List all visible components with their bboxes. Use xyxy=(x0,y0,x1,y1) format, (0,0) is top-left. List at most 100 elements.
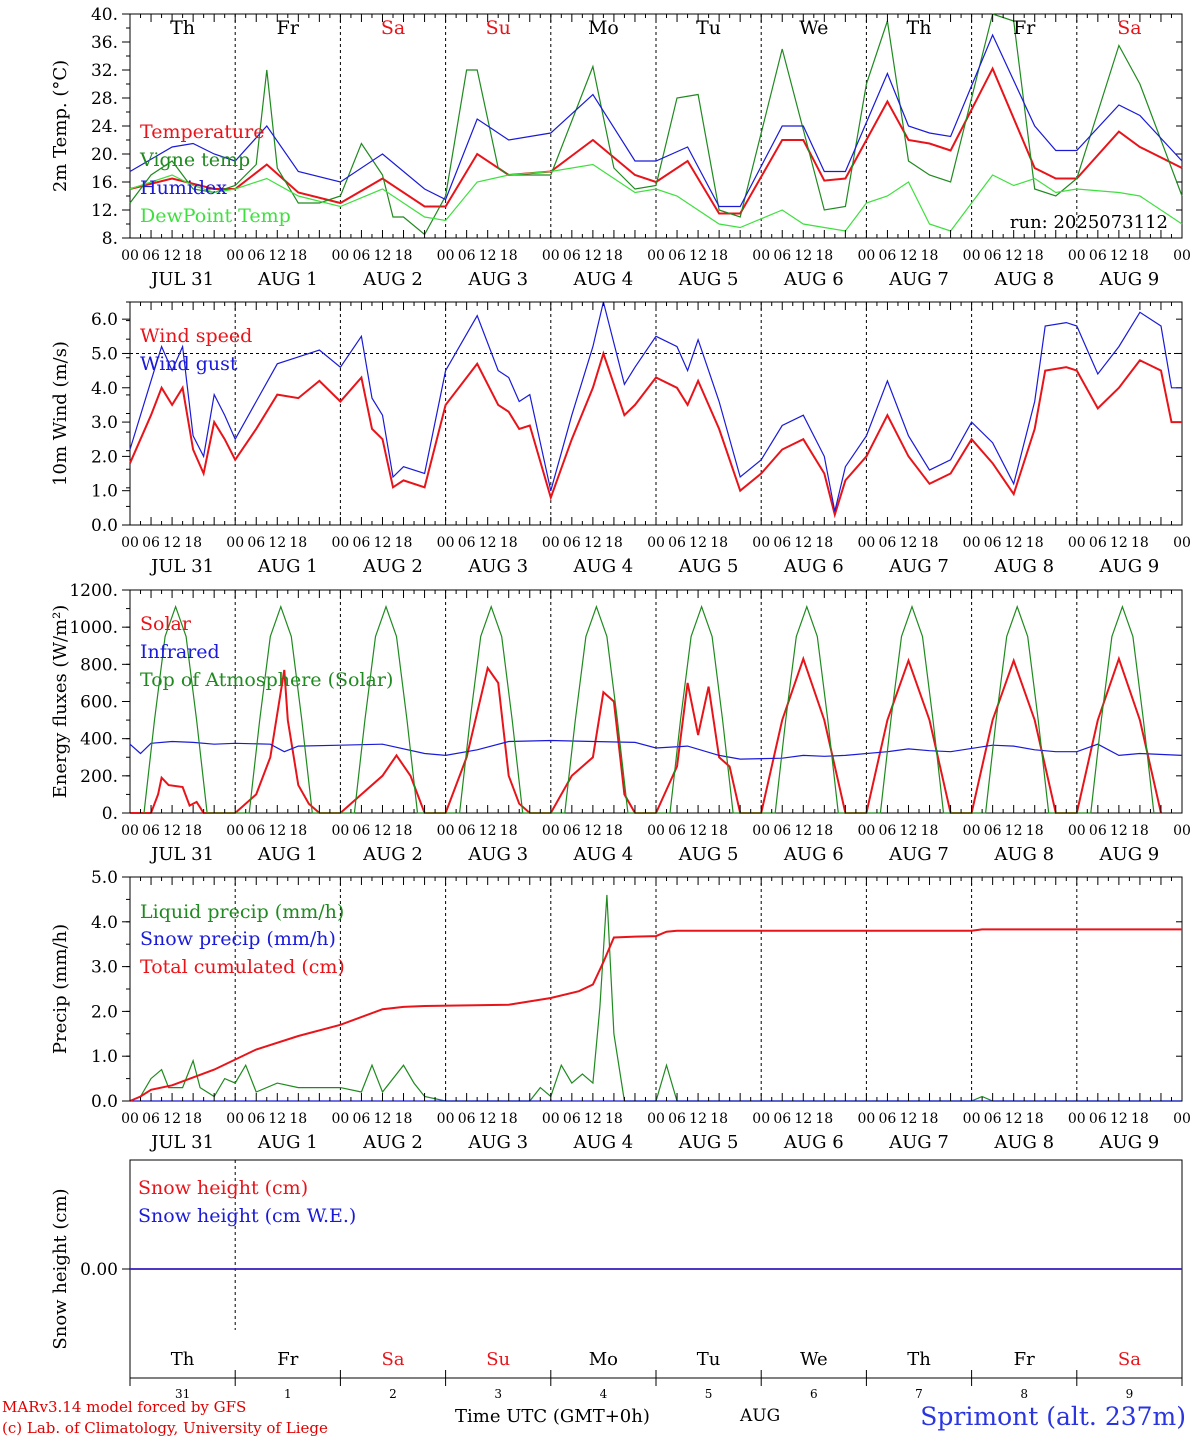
x-date-label: AUG 7 xyxy=(888,844,949,865)
x-hour-label: 06 xyxy=(563,823,581,839)
x-hour-label: 06 xyxy=(1089,248,1107,264)
x-hour-label: 18 xyxy=(921,1111,939,1127)
x-hour-label: 06 xyxy=(247,823,265,839)
x-hour-label: 18 xyxy=(1131,823,1149,839)
x-hour-label: 00 xyxy=(121,248,139,264)
x-hour-label: 00 xyxy=(752,248,770,264)
x-hour-label: 12 xyxy=(689,1111,707,1127)
y-axis-label: 10m Wind (m/s) xyxy=(50,341,71,486)
x-hour-label: 00 xyxy=(1068,535,1086,551)
x-date-label: AUG 4 xyxy=(573,844,634,865)
x-hour-label: 00 xyxy=(752,1111,770,1127)
x-date-label: AUG 2 xyxy=(362,1132,423,1153)
x-hour-label: 12 xyxy=(689,248,707,264)
x-hour-label: 06 xyxy=(142,1111,160,1127)
x-hour-label: 06 xyxy=(563,248,581,264)
x-hour-label: 18 xyxy=(605,248,623,264)
x-hour-label: 06 xyxy=(773,1111,791,1127)
x-hour-label: 06 xyxy=(879,823,897,839)
x-hour-label: 06 xyxy=(247,535,265,551)
day-number: 1 xyxy=(284,1387,292,1401)
run-label: run: 2025073112 xyxy=(1010,212,1168,233)
x-hour-label: 06 xyxy=(773,823,791,839)
x-hour-label: 18 xyxy=(1131,248,1149,264)
day-number: 7 xyxy=(915,1387,923,1401)
x-hour-label: 06 xyxy=(773,535,791,551)
x-hour-label: 18 xyxy=(921,823,939,839)
x-hour-label: 06 xyxy=(668,535,686,551)
day-number: 4 xyxy=(600,1387,608,1401)
panel-frame xyxy=(129,589,1183,814)
x-hour-label: 06 xyxy=(458,823,476,839)
legend-entry: Humidex xyxy=(140,177,227,199)
day-number: 9 xyxy=(1126,1387,1134,1401)
x-hour-label: 12 xyxy=(374,823,392,839)
x-hour-label: 00 xyxy=(1173,823,1191,839)
x-hour-label: 06 xyxy=(563,1111,581,1127)
x-hour-label: 12 xyxy=(1005,248,1023,264)
weekday-label-bottom: Mo xyxy=(589,1349,618,1370)
legend-entry: Infrared xyxy=(140,641,220,663)
weekday-label-bottom: Sa xyxy=(1118,1349,1141,1370)
x-hour-label: 06 xyxy=(879,248,897,264)
x-hour-label: 00 xyxy=(542,535,560,551)
day-number: 31 xyxy=(175,1387,190,1401)
weekday-label: Sa xyxy=(1117,17,1141,39)
x-hour-label: 18 xyxy=(1131,1111,1149,1127)
legend-entry: Temperature xyxy=(140,121,264,143)
x-hour-label: 00 xyxy=(857,1111,875,1127)
x-hour-label: 06 xyxy=(353,248,371,264)
x-hour-label: 06 xyxy=(247,1111,265,1127)
x-hour-label: 00 xyxy=(437,248,455,264)
y-tick-label: 2.0 xyxy=(91,1002,118,1022)
x-hour-label: 12 xyxy=(163,248,181,264)
x-hour-label: 00 xyxy=(542,248,560,264)
y-tick-label: 5.0 xyxy=(91,344,118,364)
x-hour-label: 18 xyxy=(184,535,202,551)
x-hour-label: 12 xyxy=(163,1111,181,1127)
x-hour-label: 12 xyxy=(374,248,392,264)
x-hour-label: 06 xyxy=(879,1111,897,1127)
x-date-label: JUL 31 xyxy=(149,844,214,865)
series-line-infrared xyxy=(129,739,1183,760)
month-label: AUG xyxy=(740,1406,781,1426)
x-hour-label: 00 xyxy=(647,248,665,264)
x-hour-label: 18 xyxy=(289,1111,307,1127)
y-tick-label: 4.0 xyxy=(91,913,118,933)
x-date-label: AUG 1 xyxy=(257,1132,318,1153)
model-credit: MARv3.14 model forced by GFS xyxy=(2,1398,247,1416)
day-number: 8 xyxy=(1020,1387,1028,1401)
x-date-label: AUG 8 xyxy=(993,269,1054,290)
x-hour-label: 18 xyxy=(395,535,413,551)
x-date-label: AUG 3 xyxy=(467,269,528,290)
weekday-label: Th xyxy=(907,17,932,39)
x-hour-label: 00 xyxy=(1068,1111,1086,1127)
x-hour-label: 12 xyxy=(689,823,707,839)
legend-entry: Snow height (cm) xyxy=(138,1177,308,1199)
x-hour-label: 00 xyxy=(857,535,875,551)
x-hour-label: 12 xyxy=(900,248,918,264)
x-hour-label: 00 xyxy=(331,535,349,551)
x-hour-label: 12 xyxy=(794,823,812,839)
x-hour-label: 18 xyxy=(500,248,518,264)
x-hour-label: 00 xyxy=(226,248,244,264)
series-line-total-cumulated-cm- xyxy=(129,928,1182,1102)
x-hour-label: 06 xyxy=(984,1111,1002,1127)
y-tick-label: 24. xyxy=(91,117,118,137)
x-date-label: AUG 8 xyxy=(993,1132,1054,1153)
x-hour-label: 12 xyxy=(1110,823,1128,839)
x-hour-label: 18 xyxy=(710,535,728,551)
x-hour-label: 00 xyxy=(1173,1111,1191,1127)
day-number: 3 xyxy=(494,1387,502,1401)
y-tick-label: 1000. xyxy=(69,618,118,638)
x-hour-label: 06 xyxy=(668,248,686,264)
x-hour-label: 18 xyxy=(1026,1111,1044,1127)
x-date-label: AUG 2 xyxy=(362,269,423,290)
y-axis-label: Precip (mm/h) xyxy=(50,924,71,1054)
legend-entry: DewPoint Temp xyxy=(140,205,291,227)
x-hour-label: 00 xyxy=(226,1111,244,1127)
station-name: Sprimont (alt. 237m) xyxy=(920,1402,1186,1431)
x-date-label: AUG 6 xyxy=(783,844,844,865)
x-hour-label: 12 xyxy=(1005,823,1023,839)
x-date-label: AUG 5 xyxy=(678,269,739,290)
